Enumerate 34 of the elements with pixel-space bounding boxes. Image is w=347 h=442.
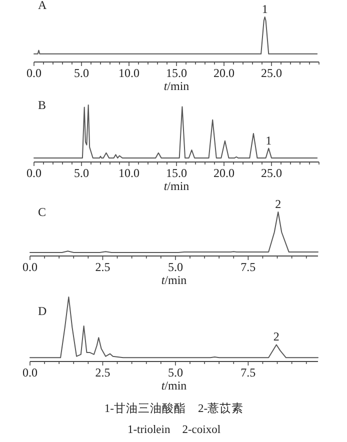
x-tick-label: 25.0 [261,166,282,180]
annotation: 1 [262,2,268,16]
x-tick-label: 2.5 [95,260,110,274]
chart-title: C [38,205,46,219]
x-tick-label: 7.5 [240,366,256,380]
x-tick-label: 20.0 [214,66,234,80]
x-tick-label: 20.0 [214,166,234,180]
x-tick-label: 15.0 [166,66,187,80]
x-tick-label: 7.5 [240,260,256,274]
x-tick-label: 0.0 [22,260,38,274]
text: 1-甘油三油酸酯 2-薏苡素 [104,402,244,415]
x-tick-label: 0.0 [22,366,38,380]
x-axis-title: t/min [164,179,190,193]
text: D [38,304,47,318]
x-axis-title: t/min [164,79,190,93]
x-tick-label: 5.0 [168,260,183,274]
x-tick-label: 15.0 [166,166,187,180]
x-tick-label: 0.0 [26,166,42,180]
x-tick-label: 10.0 [118,166,140,180]
chart-title: A [38,0,47,12]
text: 1-triolein 2-coixol [127,424,221,436]
annotation: 2 [275,197,282,211]
x-axis-title: t/min [161,378,187,392]
x-tick-label: 2.5 [95,366,110,380]
x-tick-label: 5.0 [168,366,183,380]
x-tick-label: 25.0 [261,66,282,80]
annotation: 1 [266,133,272,148]
x-tick-label: 5.0 [74,166,89,180]
x-tick-label: 5.0 [74,66,89,80]
chart-title: B [38,98,46,112]
annotation: 2 [273,330,280,344]
x-tick-label: 0.0 [26,66,42,80]
x-axis-title: t/min [161,273,187,287]
x-tick-label: 10.0 [118,66,140,80]
